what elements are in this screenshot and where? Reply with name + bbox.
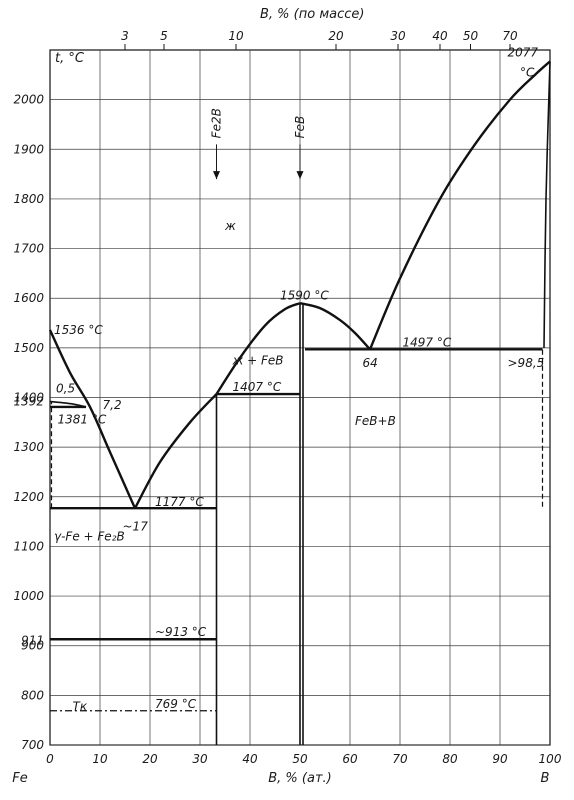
top-tick-label: 3 — [121, 29, 129, 43]
y-tick-label: 1100 — [13, 539, 44, 553]
arrow-head — [213, 171, 220, 180]
annotation-label: >98,5 — [508, 356, 545, 370]
y-tick-label: 1400 — [13, 391, 44, 405]
y-tick-label: 900 — [21, 639, 44, 653]
y-tick-label: 800 — [21, 688, 44, 702]
arrow-head — [296, 171, 304, 180]
top-tick-label: 40 — [432, 29, 448, 43]
phase-boundary-curve — [543, 61, 551, 348]
top-tick-label: 30 — [390, 29, 406, 43]
top-tick-label: 50 — [463, 29, 479, 43]
element-left-label: Fe — [12, 771, 27, 786]
annotation-label: 769 °C — [155, 697, 197, 711]
top-tick-label: 10 — [228, 29, 244, 43]
annotation-label: 1381 °C — [58, 412, 107, 426]
phase-boundary-curve — [49, 400, 87, 408]
phase-boundary-curve — [368, 60, 551, 350]
phase-boundary-curve — [48, 329, 137, 509]
top-axis-label: B, % (по массе) — [260, 7, 364, 22]
y-tick-label: 1700 — [13, 242, 44, 256]
x-axis-label: B, % (ат.) — [268, 771, 331, 786]
y-tick-label: 1300 — [13, 440, 44, 454]
y-tick-label: 1200 — [13, 490, 44, 504]
annotation-label: 1497 °C — [403, 335, 452, 349]
y-tick-label: 1800 — [13, 192, 44, 206]
x-tick-label: 0 — [46, 752, 54, 766]
x-tick-label: 30 — [192, 752, 208, 766]
y-tick-label: 1500 — [13, 341, 44, 355]
x-tick-label: 40 — [242, 752, 258, 766]
x-tick-label: 90 — [492, 752, 508, 766]
y-axis-label: t, °C — [55, 51, 85, 66]
annotation-label: 7,2 — [103, 398, 122, 412]
annotation-label: 1590 °C — [280, 289, 329, 303]
phase-boundary-curve — [299, 302, 371, 351]
annotation-label: Tк — [73, 699, 88, 713]
element-right-label: B — [541, 771, 550, 786]
phase-boundary-curve — [215, 302, 301, 395]
annotation-label: 1407 °C — [233, 380, 282, 394]
annotation-label: ж + FeB — [232, 353, 284, 367]
y-tick-label: 1000 — [13, 589, 44, 603]
annotation-label: °C — [520, 65, 535, 79]
top-tick-label: 5 — [160, 29, 168, 43]
arrow-label-fe2b: Fe2B — [210, 108, 224, 138]
annotation-label: ~17 — [123, 520, 149, 534]
arrow-label-feb: FeB — [293, 116, 307, 139]
x-tick-label: 60 — [342, 752, 358, 766]
annotation-label: 1536 °C — [54, 323, 103, 337]
top-tick-label: 20 — [328, 29, 344, 43]
top-tick-label: 70 — [502, 29, 518, 43]
y-tick-label: 1900 — [13, 142, 44, 156]
y-tick-label: 700 — [21, 738, 44, 752]
x-tick-label: 50 — [292, 752, 308, 766]
annotation-label: γ-Fe + Fe₂B — [54, 530, 125, 544]
annotation-label: FeB+B — [355, 414, 396, 428]
annotation-label: 2077 — [508, 45, 539, 59]
annotation-label: ~913 °C — [155, 625, 207, 639]
y-extra-tick-label: 911 — [21, 633, 44, 647]
x-tick-label: 10 — [92, 752, 108, 766]
annotation-label: 64 — [363, 356, 378, 370]
annotation-label: ж — [224, 219, 236, 233]
x-tick-label: 70 — [392, 752, 408, 766]
annotation-label: 0,5 — [56, 382, 75, 396]
y-tick-label: 2000 — [13, 93, 44, 107]
x-tick-label: 80 — [442, 752, 458, 766]
y-extra-tick-label: 1392 — [13, 394, 44, 408]
x-tick-label: 20 — [142, 752, 158, 766]
y-tick-label: 1600 — [13, 291, 44, 305]
x-tick-label: 100 — [539, 752, 562, 766]
annotation-label: 1177 °C — [155, 495, 204, 509]
phase-boundary-curve — [133, 393, 218, 509]
